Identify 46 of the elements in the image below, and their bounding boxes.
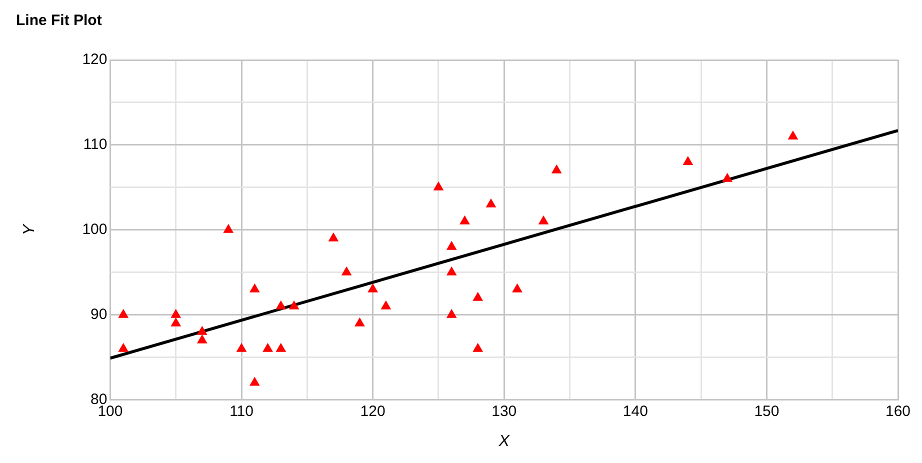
point (236, 343, 246, 352)
x-tick-label: 130 (492, 402, 517, 420)
point (328, 232, 338, 242)
point (460, 216, 470, 224)
point (118, 309, 128, 318)
point (722, 173, 732, 182)
point (381, 300, 391, 310)
point (118, 343, 128, 352)
point (788, 130, 798, 140)
point (446, 266, 456, 276)
point (512, 284, 522, 292)
y-tick-label: 120 (82, 51, 108, 68)
point (197, 326, 207, 335)
chart-title: Line Fit Plot (16, 12, 102, 30)
point (434, 182, 444, 190)
point (446, 309, 456, 318)
point (276, 300, 286, 310)
point (250, 377, 260, 386)
point (197, 334, 207, 344)
point (538, 216, 548, 224)
point (486, 198, 496, 208)
x-axis-title: X (498, 432, 511, 450)
point (473, 292, 483, 301)
point (171, 318, 181, 326)
point (289, 300, 299, 310)
y-tick-label: 100 (82, 221, 108, 238)
point (368, 284, 378, 292)
y-axis-title: Y (21, 223, 38, 236)
x-tick-label: 110 (230, 402, 254, 420)
point (276, 343, 286, 352)
x-tick-label: 120 (360, 402, 386, 420)
x-tick-label: 160 (885, 402, 911, 420)
point (250, 284, 260, 292)
point (552, 164, 562, 174)
x-tick-label: 140 (622, 402, 648, 420)
y-tick-label: 90 (90, 306, 108, 323)
y-tick-label: 110 (83, 136, 108, 154)
point (473, 343, 483, 352)
point (446, 241, 456, 250)
point (224, 224, 234, 233)
point (171, 309, 181, 318)
point (262, 343, 273, 352)
point (342, 266, 352, 276)
point (354, 318, 365, 326)
point (683, 156, 693, 165)
x-tick-label: 150 (754, 402, 780, 420)
